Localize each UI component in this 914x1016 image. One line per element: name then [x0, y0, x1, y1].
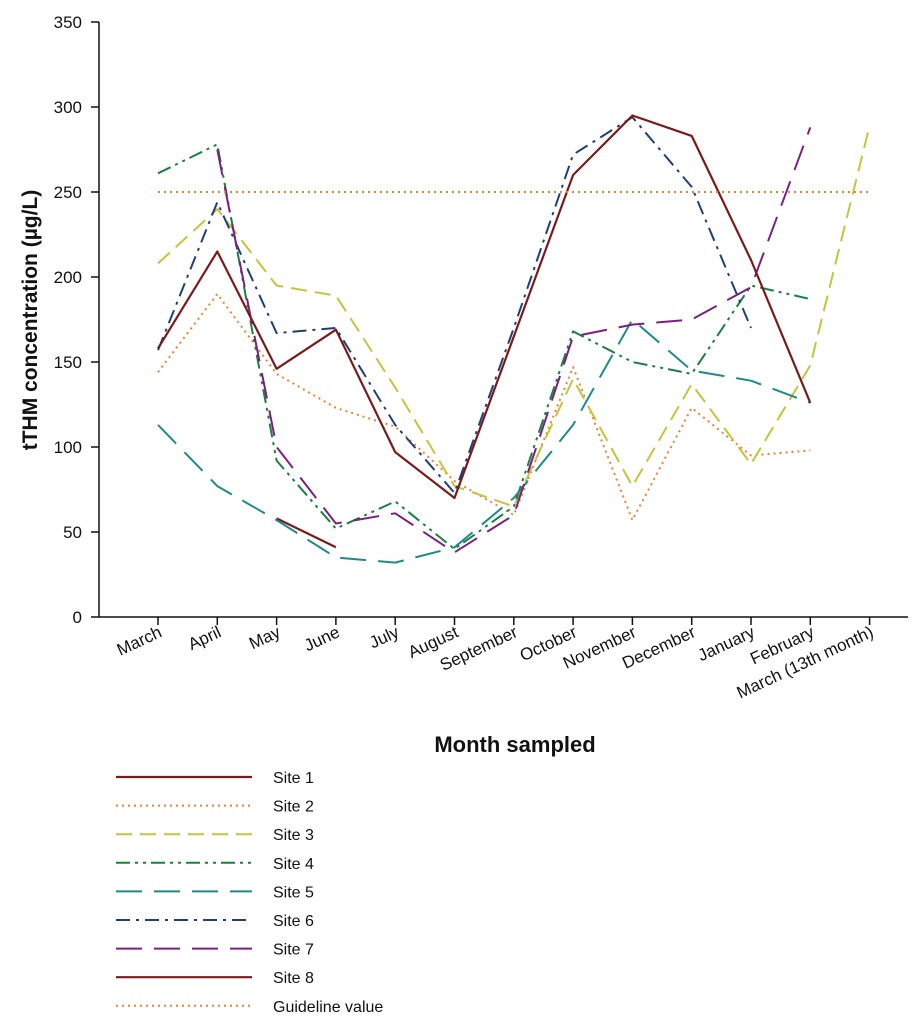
- series-line-2: [157, 293, 811, 522]
- series-line-8: [157, 114, 812, 500]
- legend: Site 1 Site 2 Site 3 Site 4 Site 5 Site 6 Site…: [116, 770, 383, 1016]
- series-lines: [157, 114, 871, 564]
- y-tick-label: 350: [54, 13, 82, 32]
- legend-label: Site 7: [273, 942, 314, 959]
- axes: [98, 22, 908, 618]
- series-line-4: [157, 143, 811, 550]
- y-tick-label: 0: [73, 608, 82, 627]
- y-tick-label: 50: [63, 523, 82, 542]
- x-tick-label: January: [695, 622, 758, 665]
- x-tick-label: July: [366, 622, 402, 652]
- x-ticks: March April May June July AugustSeptemberOcto…: [114, 617, 876, 702]
- legend-label: Site 2: [273, 799, 314, 816]
- legend-label: Site 8: [273, 970, 314, 987]
- x-tick-label: June: [301, 622, 342, 655]
- legend-label: Site 5: [273, 884, 314, 901]
- legend-label: Site 6: [273, 913, 314, 930]
- x-tick-label: March: [114, 622, 165, 659]
- series-line-6: [157, 116, 752, 494]
- x-tick-label: April: [185, 622, 224, 654]
- series-line-1: [276, 517, 337, 549]
- series-line-7: [216, 127, 812, 554]
- y-tick-label: 100: [54, 438, 82, 457]
- x-tick-label: May: [246, 622, 284, 653]
- y-tick-label: 150: [54, 353, 82, 372]
- legend-label: Site 1: [273, 770, 314, 787]
- x-axis-title: Month sampled: [434, 732, 595, 757]
- y-axis-title: tTHM concentration (µg/L): [19, 190, 42, 451]
- y-tick-label: 250: [54, 183, 82, 202]
- series-line-5: [157, 318, 811, 564]
- legend-label: Guideline value: [273, 999, 383, 1016]
- legend-label: Site 4: [273, 856, 314, 873]
- y-tick-label: 300: [54, 98, 82, 117]
- legend-label: Site 3: [273, 827, 314, 844]
- y-tick-label: 200: [54, 268, 82, 287]
- series-line-3: [157, 125, 871, 508]
- y-ticks: 0 50 100 150 200 250 300 350: [54, 13, 99, 627]
